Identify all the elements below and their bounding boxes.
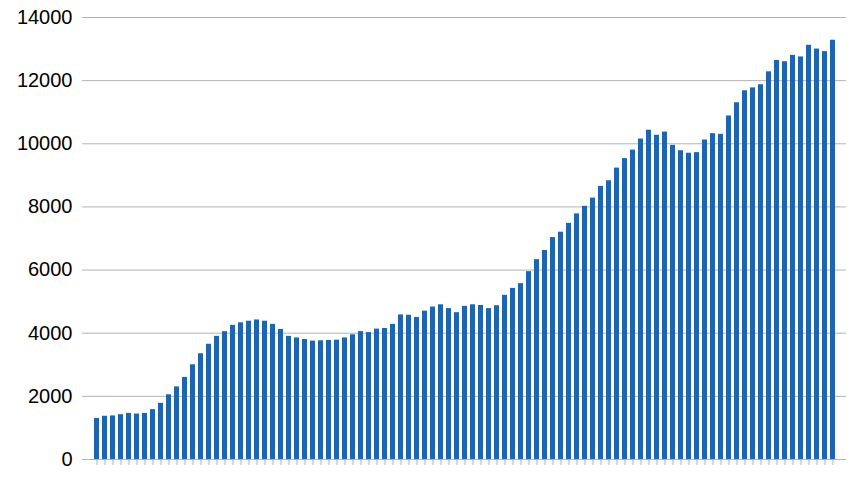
svg-text:10000: 10000 — [17, 132, 73, 154]
svg-text:14000: 14000 — [17, 6, 73, 28]
svg-text:8000: 8000 — [28, 195, 73, 217]
svg-text:4000: 4000 — [28, 322, 73, 344]
svg-text:0: 0 — [61, 448, 72, 470]
svg-text:12000: 12000 — [17, 69, 73, 91]
svg-text:6000: 6000 — [28, 258, 73, 280]
svg-text:2000: 2000 — [28, 385, 73, 407]
